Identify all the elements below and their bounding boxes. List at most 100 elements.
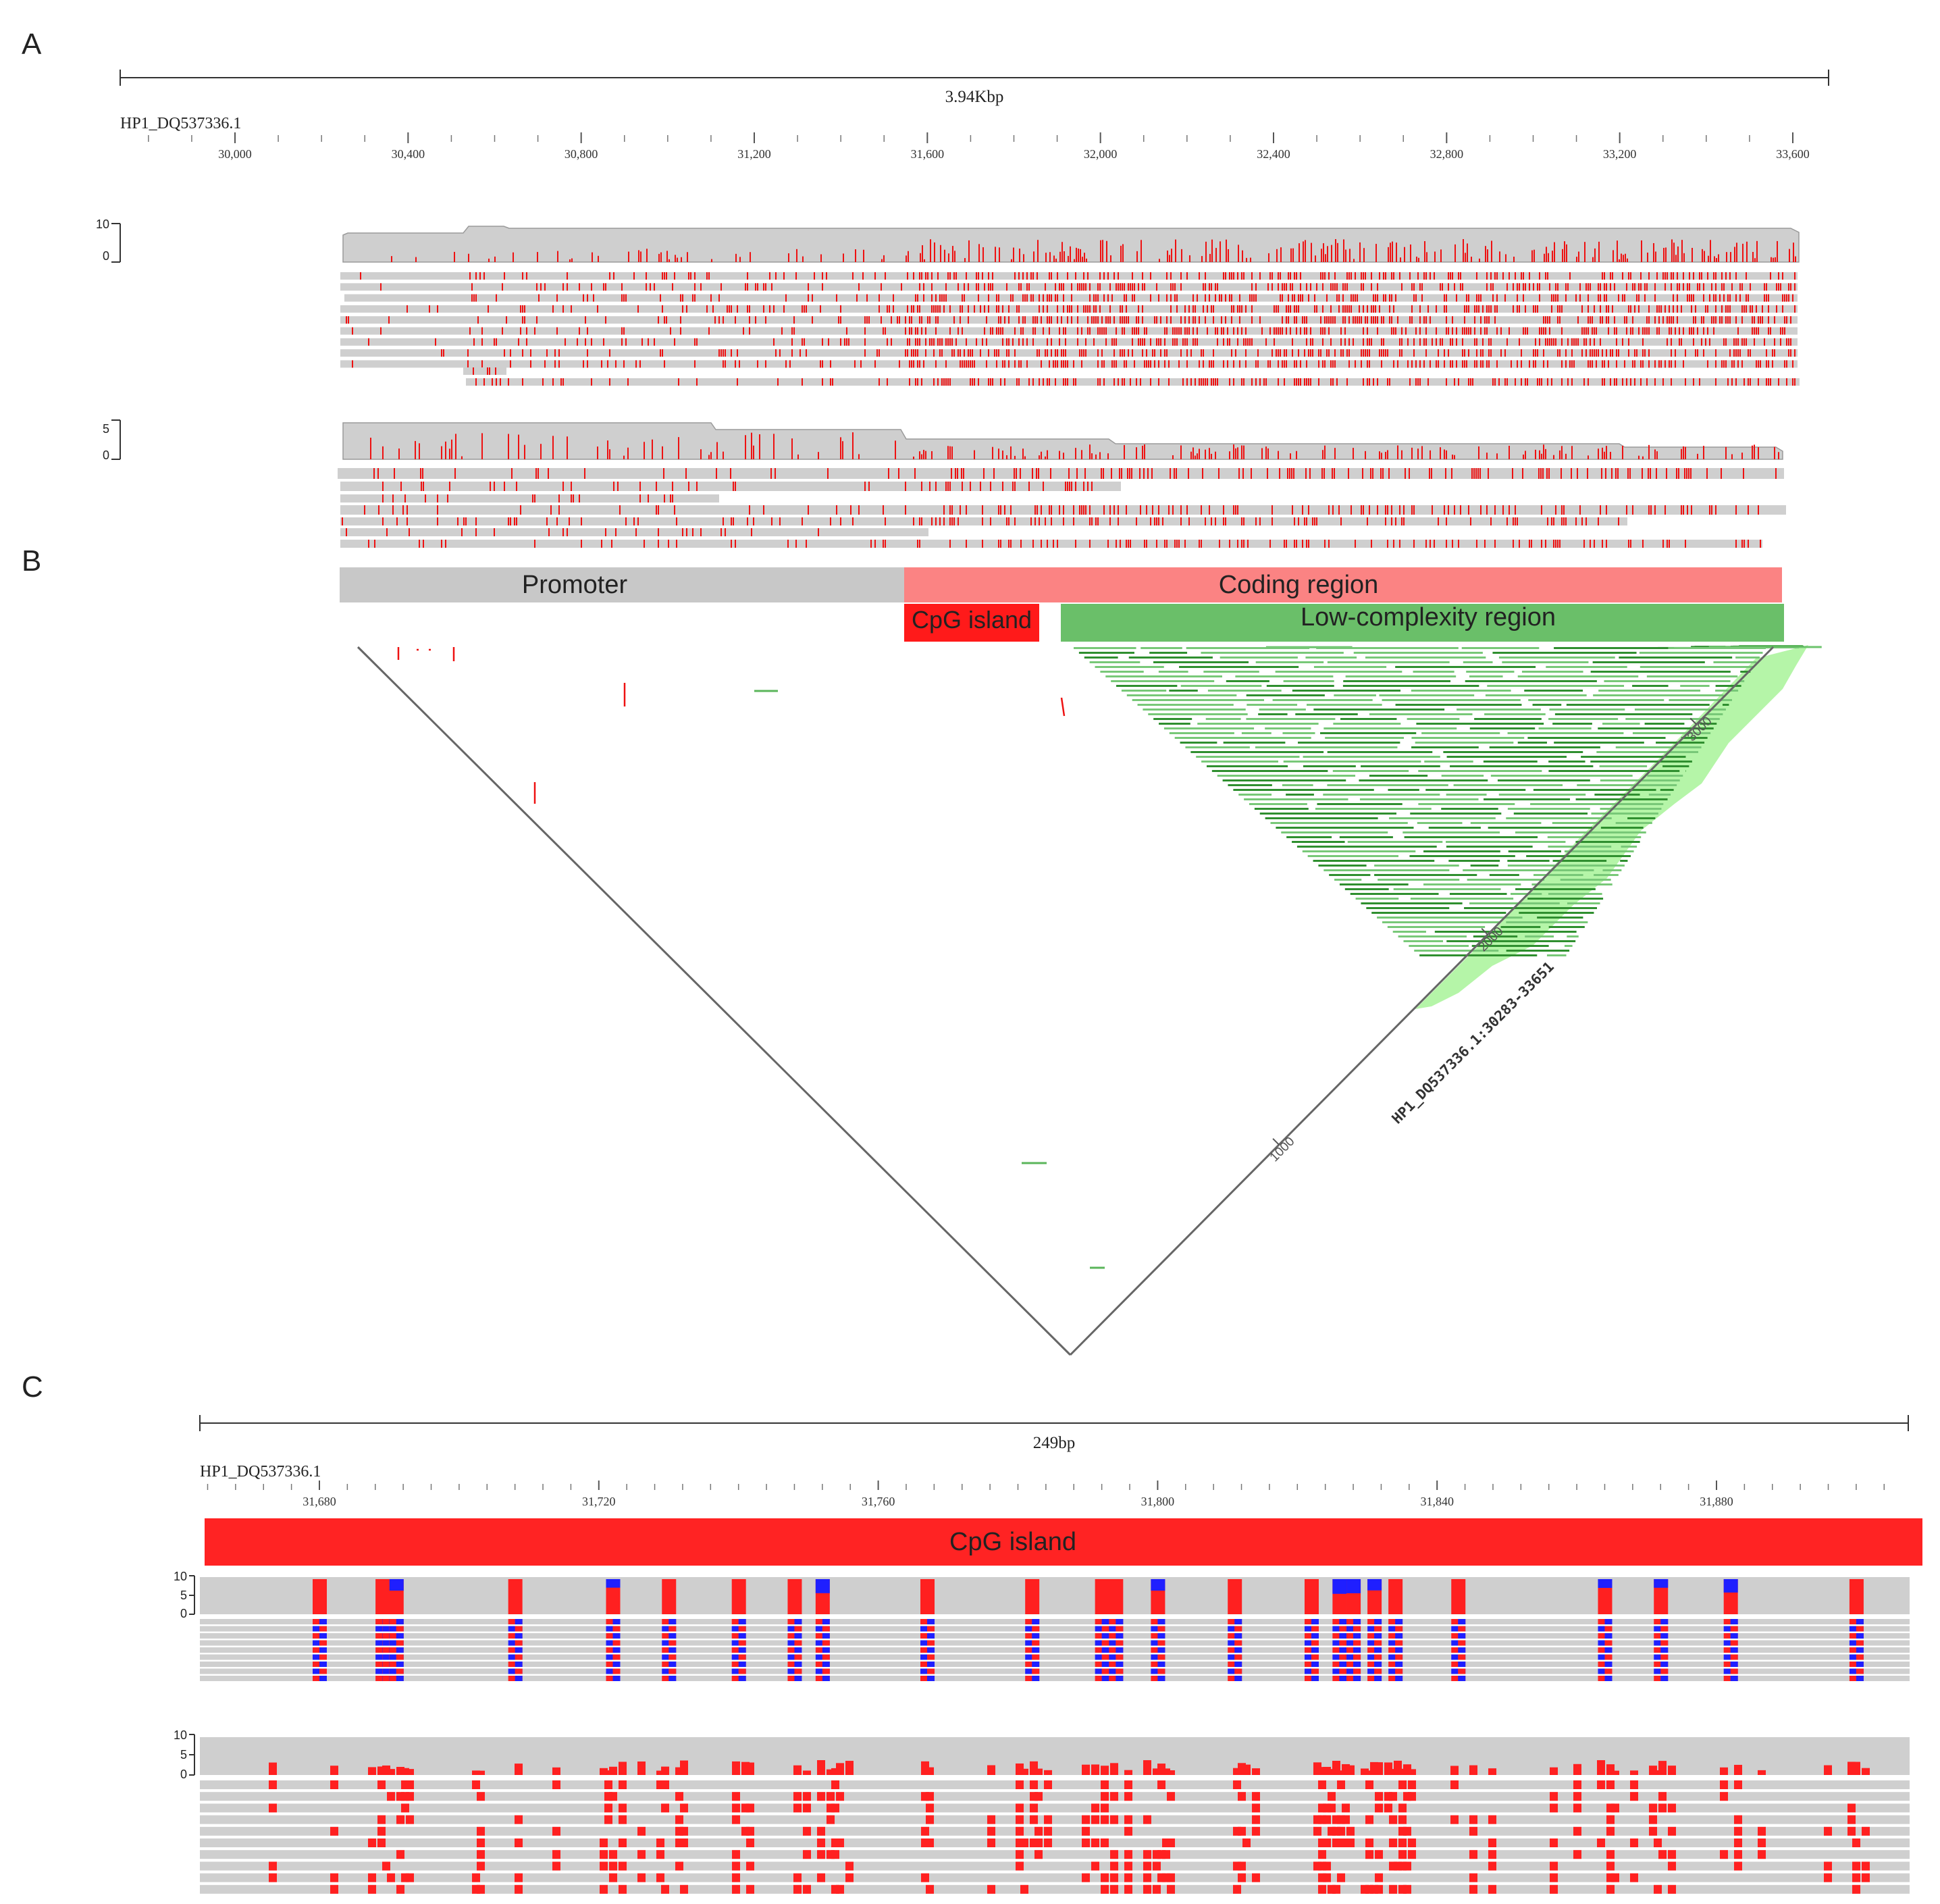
read-mismatch: [368, 338, 369, 346]
read-mismatch: [1081, 283, 1082, 291]
coverage-mismatch: [1594, 248, 1596, 262]
read-mismatch: [1166, 316, 1168, 324]
read-mismatch: [1506, 283, 1508, 291]
read-mismatch: [1750, 283, 1751, 291]
read-mismatch: [1409, 272, 1411, 280]
read-mismatch: [1122, 327, 1123, 335]
read-mismatch: [1340, 349, 1342, 357]
read-mismatch: [404, 494, 406, 503]
read-mismatch: [1555, 283, 1556, 291]
read-mismatch: [939, 349, 941, 357]
read-mismatch: [668, 540, 669, 548]
coverage-mismatch: [1702, 249, 1703, 262]
read-mismatch: [919, 338, 920, 346]
read-mismatch: [1304, 327, 1305, 335]
dot-line: [1615, 746, 1702, 748]
read-mismatch: [1630, 1838, 1638, 1847]
coding-region-label: Coding region: [1219, 571, 1379, 599]
read-mismatch: [407, 505, 408, 515]
read-mismatch: [1340, 327, 1342, 335]
read-mismatch: [1158, 505, 1159, 515]
read-mismatch: [558, 505, 560, 515]
coverage-mismatch: [1465, 253, 1466, 262]
coverage-mismatch: [1334, 448, 1336, 459]
read-mismatch: [1731, 378, 1733, 386]
read-mismatch: [1772, 349, 1773, 357]
read-mismatch: [1571, 360, 1573, 368]
read-mismatch: [587, 294, 588, 302]
read-mismatch: [1638, 294, 1640, 302]
cpg-call: [1311, 1662, 1319, 1667]
read-mismatch: [960, 360, 961, 368]
coverage-mismatch: [1625, 253, 1626, 262]
read-mismatch: [1245, 305, 1247, 313]
read-mismatch: [1590, 316, 1591, 324]
read-mismatch: [546, 349, 548, 357]
read-mismatch: [1167, 1838, 1175, 1847]
methylated-coverage: [1109, 1579, 1124, 1614]
coverage-mismatch: [855, 249, 856, 262]
read-mismatch: [1176, 305, 1178, 313]
read-mismatch: [633, 272, 635, 280]
read-mismatch: [1008, 360, 1010, 368]
read-mismatch: [396, 517, 398, 525]
read-mismatch: [1677, 305, 1678, 313]
read-mismatch: [1300, 327, 1301, 335]
read-mismatch: [1143, 1850, 1151, 1859]
read-mismatch: [1227, 338, 1228, 346]
cpg-call: [1311, 1626, 1319, 1632]
read-mismatch: [1398, 1850, 1407, 1859]
read-mismatch: [1474, 305, 1475, 313]
read-mismatch: [1488, 1861, 1496, 1871]
read-mismatch: [1756, 360, 1757, 368]
read-mismatch: [1251, 272, 1253, 280]
read-mismatch: [730, 468, 731, 479]
read-mismatch: [1667, 316, 1668, 324]
read-mismatch: [919, 517, 920, 525]
read-mismatch: [931, 294, 933, 302]
coverage-mismatch: [1337, 242, 1338, 262]
dot-line: [1713, 661, 1757, 663]
read-mismatch: [755, 316, 756, 324]
read-mismatch: [1134, 294, 1135, 302]
read-mismatch: [1215, 294, 1216, 302]
read-mismatch: [1695, 349, 1696, 357]
cpg-call: [1116, 1633, 1124, 1639]
cpg-call: [1604, 1662, 1613, 1667]
read-mismatch: [1602, 360, 1603, 368]
read-mismatch: [544, 283, 546, 291]
read-mismatch: [1139, 468, 1141, 479]
read-mismatch: [1243, 378, 1244, 386]
scale-label: 249bp: [1033, 1434, 1076, 1452]
read-mismatch: [1199, 316, 1200, 324]
read-mismatch: [941, 294, 943, 302]
coverage-mismatch: [1237, 447, 1238, 459]
read-mismatch: [1091, 1803, 1099, 1813]
read-mismatch: [1276, 327, 1277, 335]
read-mismatch: [1470, 327, 1471, 335]
read-mismatch: [1051, 272, 1052, 280]
read-mismatch: [1610, 272, 1611, 280]
coverage-mismatch: [1671, 239, 1673, 262]
unmethylated-coverage: [1598, 1579, 1613, 1589]
dot-line: [1453, 784, 1563, 786]
read-mismatch: [1723, 360, 1725, 368]
read-mismatch: [1709, 338, 1710, 346]
coverage-mismatch: [619, 1761, 627, 1775]
dot-line: [1398, 935, 1467, 937]
read-mismatch: [1057, 349, 1058, 357]
read-mismatch: [947, 482, 949, 491]
read-mismatch: [718, 316, 720, 324]
read-mismatch: [475, 528, 477, 536]
read-mismatch: [1852, 1884, 1860, 1894]
read-mismatch: [866, 316, 868, 324]
read-mismatch: [1051, 338, 1052, 346]
read-mismatch: [862, 272, 864, 280]
read-mismatch: [1272, 283, 1273, 291]
dot-line: [1590, 761, 1692, 763]
coverage-mismatch: [658, 253, 660, 262]
coverage-mismatch: [1089, 444, 1091, 459]
read-mismatch: [1103, 468, 1104, 479]
coverage-mismatch: [998, 448, 999, 459]
read-mismatch: [1521, 349, 1522, 357]
